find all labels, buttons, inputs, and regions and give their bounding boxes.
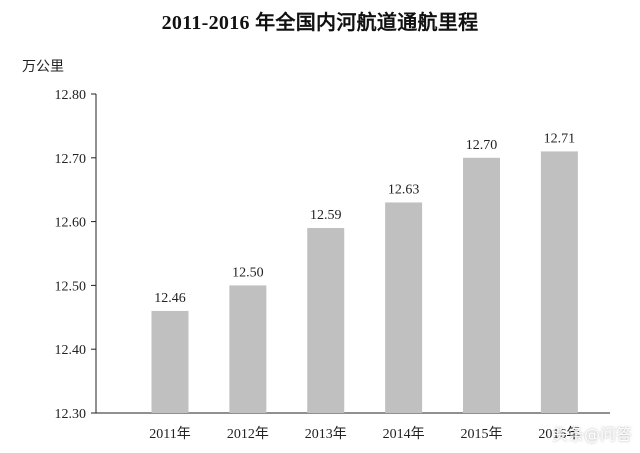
bar <box>540 151 578 414</box>
y-tick-label: 12.80 <box>55 88 87 103</box>
bar-value-label: 12.63 <box>388 182 420 197</box>
y-tick-label: 12.50 <box>55 279 87 294</box>
y-tick-label: 12.60 <box>55 216 87 231</box>
bar <box>151 310 189 413</box>
x-tick-label: 2012年 <box>227 426 269 442</box>
watermark: 头条@问答 <box>551 425 632 444</box>
bar-value-label: 12.59 <box>310 208 342 223</box>
bar-value-label: 12.46 <box>154 291 186 306</box>
y-tick-label: 12.40 <box>55 343 87 358</box>
y-tick-label: 12.70 <box>55 152 87 167</box>
x-tick-label: 2015年 <box>461 426 503 442</box>
bar-value-label: 12.71 <box>544 131 576 146</box>
bar <box>463 157 500 413</box>
x-tick-label: 2016年 <box>538 426 580 442</box>
bar-value-label: 12.70 <box>466 138 498 153</box>
y-tick-label: 12.30 <box>55 407 87 422</box>
bar <box>307 227 345 413</box>
bar-value-label: 12.50 <box>232 265 264 280</box>
chart-title: 2011-2016 年全国内河航道通航里程 <box>161 12 479 34</box>
bar <box>385 202 423 413</box>
x-tick-label: 2014年 <box>383 426 425 442</box>
x-tick-label: 2011年 <box>149 426 190 442</box>
bar <box>229 285 267 413</box>
y-axis-unit-label: 万公里 <box>22 59 64 75</box>
x-tick-label: 2013年 <box>305 426 347 442</box>
